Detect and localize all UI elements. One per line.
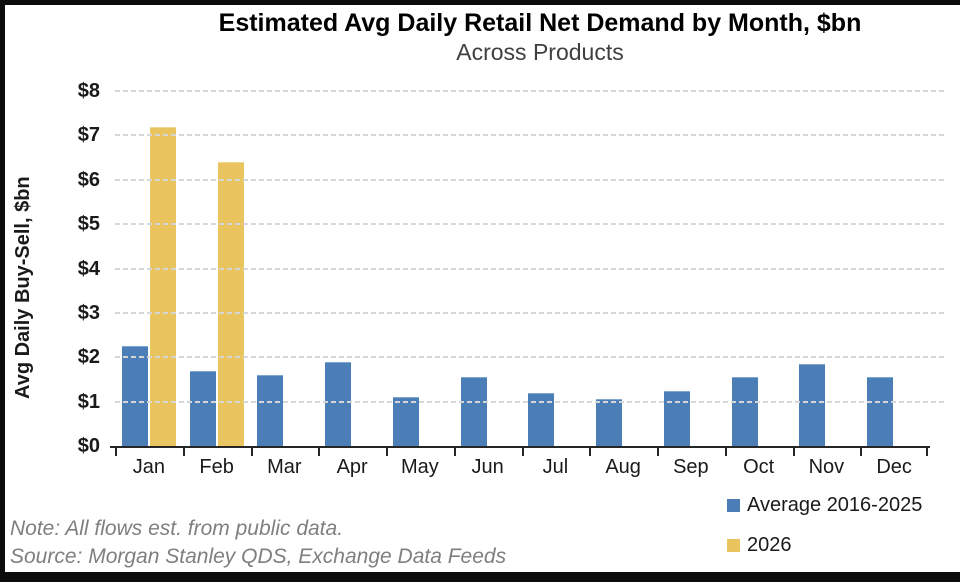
y-tick-label-6: $6 <box>77 168 100 191</box>
x-axis-tick <box>657 448 659 456</box>
x-axis-tick <box>115 448 117 456</box>
category-sep <box>657 91 725 446</box>
y-axis-labels: $0 $1 $2 $3 $4 $5 $6 $7 $8 <box>38 80 100 457</box>
bar-mar-average <box>257 375 284 446</box>
x-axis-labels: Jan Feb Mar Apr May Jun Jul Aug Sep Oct Nov Dec <box>115 453 928 481</box>
bar-jun-average <box>460 377 487 446</box>
x-axis-tick <box>318 448 321 456</box>
x-tick-label-may: May <box>400 456 439 478</box>
bar-nov-average <box>799 363 826 446</box>
x-axis-tick <box>521 448 524 456</box>
gridline-1 <box>115 400 945 403</box>
frame-border-bottom <box>0 572 960 582</box>
category-feb <box>183 91 251 446</box>
gridline-6 <box>115 178 945 181</box>
y-tick-label-5: $5 <box>77 213 100 236</box>
chart-title: Estimated Avg Daily Retail Net Demand by… <box>218 9 862 37</box>
gridline-3 <box>115 311 945 314</box>
bar-apr-average <box>325 361 352 446</box>
frame-border-left <box>0 0 5 582</box>
x-axis-tick <box>792 448 795 456</box>
legend-label-2026: 2026 <box>747 533 792 556</box>
x-axis-tick <box>926 448 928 456</box>
bar-sep-average <box>663 390 690 446</box>
category-mar <box>251 91 319 446</box>
legend-item-average: Average 2016-2025 <box>727 492 922 518</box>
gridline-7 <box>115 134 945 137</box>
x-axis-line <box>110 446 930 448</box>
bar-jan-2026 <box>149 126 176 446</box>
x-tick-label-nov: Nov <box>808 456 845 478</box>
y-tick-label-1: $1 <box>77 390 100 413</box>
y-tick-label-3: $3 <box>77 301 100 324</box>
x-tick-label-jan: Jan <box>132 456 165 478</box>
category-jun <box>454 91 522 446</box>
note-line: Note: All flows est. from public data. <box>10 517 344 540</box>
y-tick-label-8: $8 <box>77 80 100 102</box>
x-axis-tick <box>453 448 456 456</box>
x-axis-tick <box>724 448 727 456</box>
gridline-5 <box>115 223 945 226</box>
legend: Average 2016-2025 2026 <box>727 492 922 572</box>
title-block: Estimated Avg Daily Retail Net Demand by… <box>130 8 950 66</box>
source-line: Source: Morgan Stanley QDS, Exchange Dat… <box>10 545 507 568</box>
y-tick-label-0: $0 <box>77 435 100 457</box>
x-axis-tick <box>250 448 253 456</box>
bar-may-average <box>392 397 419 446</box>
legend-item-2026: 2026 <box>727 532 922 558</box>
category-may <box>386 91 454 446</box>
x-tick-label-dec: Dec <box>876 456 912 478</box>
gridline-2 <box>115 356 945 359</box>
bar-jan-average <box>121 346 148 446</box>
legend-label-average: Average 2016-2025 <box>747 493 923 516</box>
x-axis-tick <box>860 448 863 456</box>
x-tick-label-jul: Jul <box>542 456 569 478</box>
x-tick-label-aug: Aug <box>605 456 641 478</box>
bar-aug-average <box>596 399 623 446</box>
x-tick-label-jun: Jun <box>471 456 504 478</box>
x-axis-tick <box>182 448 185 456</box>
bar-feb-average <box>189 370 216 446</box>
category-dec <box>860 91 928 446</box>
category-nov <box>793 91 861 446</box>
y-tick-label-4: $4 <box>77 257 100 280</box>
y-tick-label-7: $7 <box>77 124 100 147</box>
legend-swatch-average <box>727 498 740 512</box>
category-oct <box>725 91 793 446</box>
x-tick-label-feb: Feb <box>199 456 234 478</box>
footnotes: Note: All flows est. from public data. S… <box>10 515 506 571</box>
x-tick-label-sep: Sep <box>673 456 709 478</box>
gridline-8 <box>115 90 945 92</box>
chart-subtitle: Across Products <box>456 39 624 65</box>
legend-swatch-2026 <box>727 538 740 552</box>
x-axis-tick <box>386 448 388 456</box>
bar-dec-average <box>867 377 894 446</box>
frame-border-top <box>0 0 960 5</box>
bar-oct-average <box>731 377 758 446</box>
x-tick-label-oct: Oct <box>743 456 775 478</box>
y-tick-label-2: $2 <box>77 346 100 369</box>
category-apr <box>318 91 386 446</box>
x-tick-label-mar: Mar <box>267 456 302 478</box>
gridline-4 <box>115 267 945 270</box>
plot-area <box>110 90 945 456</box>
category-aug <box>589 91 657 446</box>
x-axis-tick <box>589 448 592 456</box>
bar-feb-2026 <box>217 162 244 446</box>
x-tick-label-apr: Apr <box>336 456 368 478</box>
